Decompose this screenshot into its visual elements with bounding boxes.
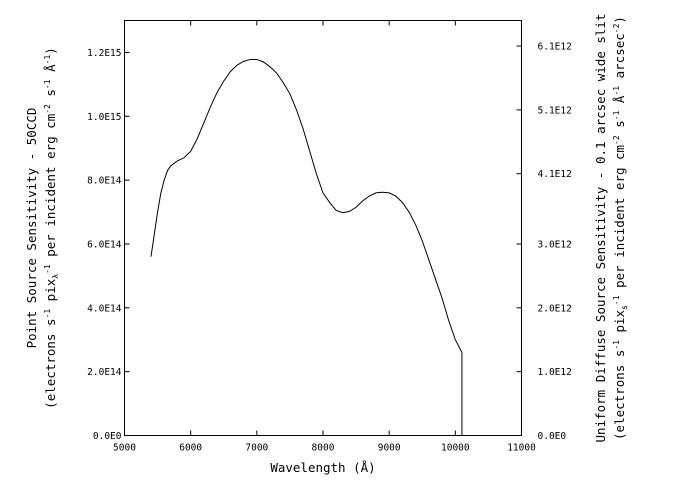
x-axis-title: Wavelength (Å) — [270, 460, 375, 475]
y-left-tick-label: 1.2E15 — [87, 48, 121, 59]
y-left-tick-label: 4.0E14 — [87, 303, 122, 314]
left-y-axis-title-line1: Point Source Sensitivity - 50CCD — [24, 108, 39, 349]
left-y-axis-ticks: 0.0E0 2.0E14 4.0E14 6.0E14 8.0E14 1.0E15 1.2E1… — [87, 48, 130, 442]
left-y-axis-title-line2: (electrons s-1 pixλ-1 per incident erg c… — [43, 47, 60, 409]
y-right-tick-label: 5.1E12 — [538, 105, 572, 116]
y-right-tick-label: 3.0E12 — [538, 239, 572, 250]
x-tick-label: 11000 — [507, 443, 536, 454]
y-left-tick-label: 1.0E15 — [87, 112, 121, 123]
x-tick-label: 6000 — [179, 443, 202, 454]
y-left-tick-label: 6.0E14 — [87, 239, 122, 250]
right-y-axis-title-line2: (electrons s-1 pixs-1 per incident erg c… — [612, 16, 629, 440]
right-y-axis-ticks: 0.0E0 1.0E12 2.0E12 3.0E12 4.1E12 5.1E12 6.1E1… — [516, 42, 572, 442]
right-y-axis-title: Uniform Diffuse Source Sensitivity - 0.1… — [593, 14, 629, 443]
x-tick-label: 9000 — [378, 443, 401, 454]
y-right-tick-label: 2.0E12 — [538, 303, 572, 314]
y-right-tick-label: 4.1E12 — [538, 169, 572, 180]
x-tick-label: 8000 — [312, 443, 335, 454]
x-tick-label: 5000 — [113, 443, 136, 454]
sensitivity-curve — [150, 58, 463, 436]
y-left-tick-label: 8.0E14 — [87, 176, 122, 187]
x-axis-ticks: 5000 6000 7000 8000 9000 10000 11000 — [113, 20, 536, 454]
x-tick-label: 10000 — [441, 443, 470, 454]
left-y-axis-title: Point Source Sensitivity - 50CCD (electr… — [24, 47, 60, 409]
y-right-tick-label: 1.0E12 — [538, 367, 572, 378]
y-right-tick-label: 6.1E12 — [538, 42, 572, 53]
x-tick-label: 7000 — [245, 443, 268, 454]
y-right-tick-label: 0.0E0 — [538, 431, 567, 442]
right-y-axis-title-line1: Uniform Diffuse Source Sensitivity - 0.1… — [593, 14, 608, 443]
y-left-tick-label: 2.0E14 — [87, 367, 122, 378]
y-left-tick-label: 0.0E0 — [93, 431, 122, 442]
